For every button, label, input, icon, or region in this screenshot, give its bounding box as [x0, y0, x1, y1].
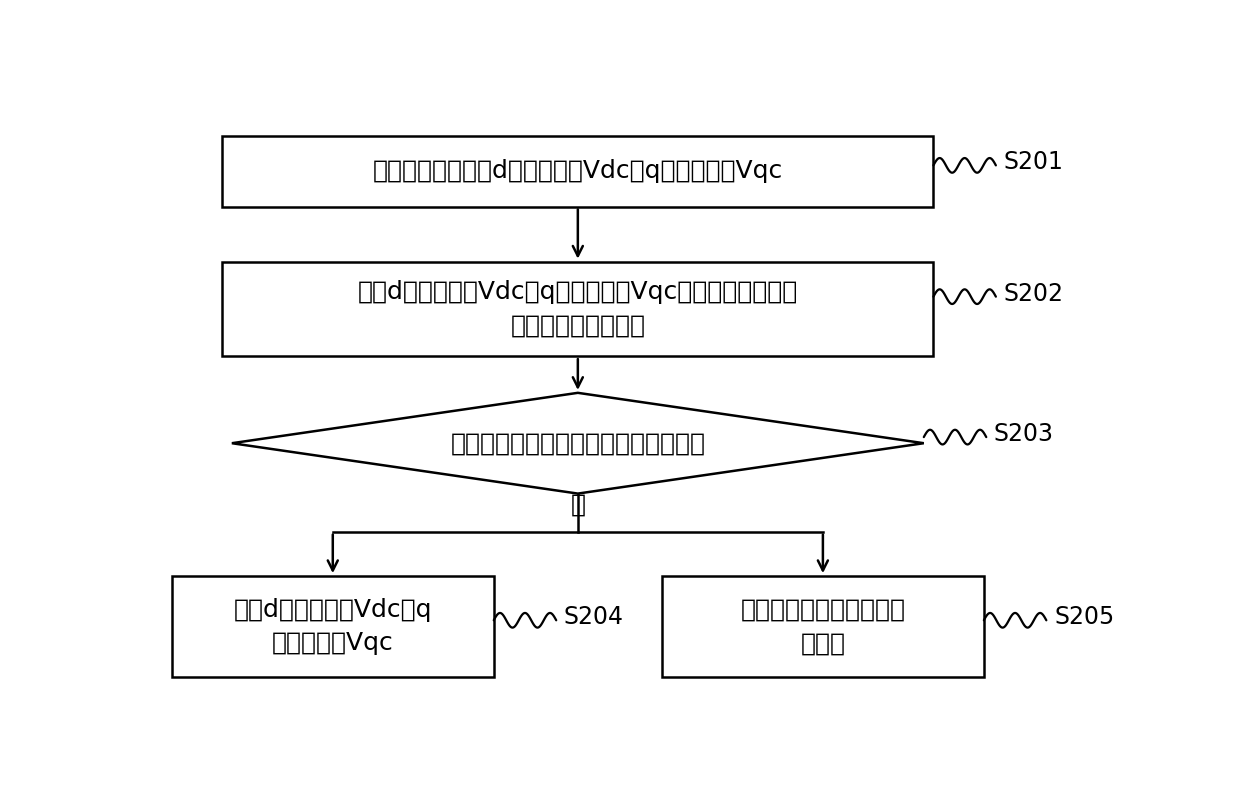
Bar	[662, 576, 983, 676]
Bar	[222, 136, 934, 207]
Text: 修正输出至电机的三相电
压指令: 修正输出至电机的三相电 压指令	[740, 598, 905, 655]
Text: 判断电压饱和率是否大于预设饱和阈值: 判断电压饱和率是否大于预设饱和阈值	[450, 431, 706, 455]
Text: 修正d轴电压指令Vdc和q
轴电压指令Vqc: 修正d轴电压指令Vdc和q 轴电压指令Vqc	[233, 598, 432, 655]
Text: S201: S201	[1003, 151, 1064, 174]
Text: 是: 是	[570, 492, 585, 516]
Bar	[222, 262, 934, 356]
Text: S204: S204	[564, 605, 624, 629]
Text: 获取电流环输出的d轴电压指令Vdc和q轴电压指令Vqc: 获取电流环输出的d轴电压指令Vdc和q轴电压指令Vqc	[373, 159, 782, 183]
Text: S205: S205	[1054, 605, 1115, 629]
Text: S203: S203	[994, 422, 1054, 446]
Text: 根据d轴电压指令Vdc和q轴电压指令Vqc以及电机的电源电
压，确定电压饱和率: 根据d轴电压指令Vdc和q轴电压指令Vqc以及电机的电源电 压，确定电压饱和率	[357, 280, 799, 338]
Bar	[172, 576, 494, 676]
Polygon shape	[232, 393, 924, 493]
Text: S202: S202	[1003, 282, 1064, 305]
